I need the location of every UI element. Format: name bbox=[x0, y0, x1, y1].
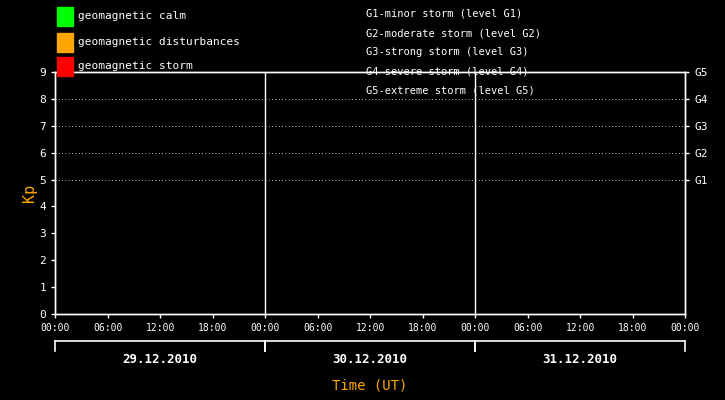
Text: G3-strong storm (level G3): G3-strong storm (level G3) bbox=[366, 47, 529, 57]
Text: G1-minor storm (level G1): G1-minor storm (level G1) bbox=[366, 9, 523, 19]
Text: 29.12.2010: 29.12.2010 bbox=[123, 353, 198, 366]
Text: G2-moderate storm (level G2): G2-moderate storm (level G2) bbox=[366, 28, 541, 38]
Y-axis label: Kp: Kp bbox=[22, 184, 36, 202]
Text: geomagnetic calm: geomagnetic calm bbox=[78, 11, 186, 21]
Text: Time (UT): Time (UT) bbox=[333, 379, 407, 393]
Text: geomagnetic storm: geomagnetic storm bbox=[78, 61, 193, 71]
Text: G4-severe storm (level G4): G4-severe storm (level G4) bbox=[366, 66, 529, 76]
Text: G5-extreme storm (level G5): G5-extreme storm (level G5) bbox=[366, 86, 535, 96]
Text: 30.12.2010: 30.12.2010 bbox=[333, 353, 407, 366]
Text: 31.12.2010: 31.12.2010 bbox=[542, 353, 618, 366]
Text: geomagnetic disturbances: geomagnetic disturbances bbox=[78, 37, 240, 47]
